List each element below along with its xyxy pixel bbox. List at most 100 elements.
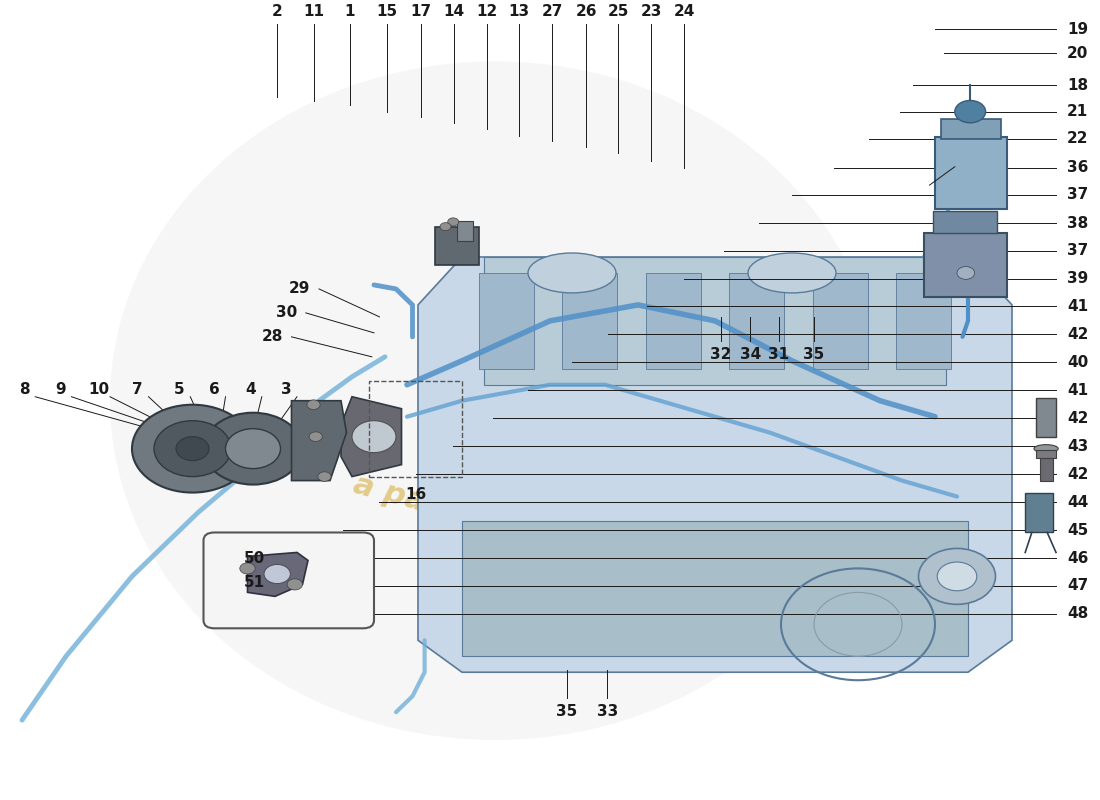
- Text: 12: 12: [476, 4, 498, 19]
- Polygon shape: [462, 521, 968, 656]
- Ellipse shape: [528, 253, 616, 293]
- Bar: [729, 273, 784, 369]
- Text: a passion for: a passion for: [351, 470, 573, 555]
- Ellipse shape: [748, 253, 836, 293]
- Bar: [1036, 450, 1056, 458]
- Text: 49: 49: [957, 159, 978, 174]
- Circle shape: [264, 565, 290, 583]
- Bar: [646, 273, 701, 369]
- Text: 16: 16: [405, 487, 427, 502]
- Bar: [478, 273, 534, 369]
- Polygon shape: [341, 397, 402, 477]
- Text: 37: 37: [1067, 187, 1088, 202]
- Text: 26: 26: [575, 4, 597, 19]
- Text: 50: 50: [244, 551, 265, 566]
- Circle shape: [154, 421, 231, 477]
- Bar: [935, 138, 1006, 209]
- Text: 44: 44: [1067, 494, 1088, 510]
- Text: 23: 23: [640, 4, 662, 19]
- Text: 36: 36: [1067, 160, 1088, 175]
- Circle shape: [226, 429, 280, 469]
- Bar: [813, 273, 868, 369]
- Circle shape: [352, 421, 396, 453]
- Text: 10: 10: [88, 382, 110, 397]
- Text: 35: 35: [556, 704, 578, 719]
- Text: 37: 37: [1067, 243, 1088, 258]
- Text: 42: 42: [1067, 327, 1088, 342]
- Text: 17: 17: [410, 4, 432, 19]
- Text: 29: 29: [289, 282, 310, 297]
- Text: 21: 21: [1067, 104, 1088, 119]
- Circle shape: [309, 432, 322, 442]
- Text: 20: 20: [1067, 46, 1088, 61]
- Text: 18: 18: [1067, 78, 1088, 93]
- Text: 43: 43: [1067, 438, 1088, 454]
- Text: 5: 5: [174, 382, 185, 397]
- Ellipse shape: [1034, 445, 1058, 453]
- Text: 32: 32: [710, 347, 732, 362]
- Text: 35: 35: [803, 347, 825, 362]
- Text: 6: 6: [209, 382, 220, 397]
- Text: 33: 33: [596, 704, 618, 719]
- Text: 39: 39: [1067, 271, 1088, 286]
- Text: 40: 40: [1067, 355, 1088, 370]
- Text: 14: 14: [443, 4, 465, 19]
- Circle shape: [440, 222, 451, 230]
- Circle shape: [307, 400, 320, 410]
- Bar: [940, 119, 1001, 138]
- Circle shape: [937, 562, 977, 590]
- Bar: [1025, 493, 1053, 533]
- Text: 15: 15: [376, 4, 398, 19]
- Text: 25: 25: [607, 4, 629, 19]
- Circle shape: [176, 437, 209, 461]
- Circle shape: [287, 579, 303, 590]
- Text: 46: 46: [1067, 550, 1088, 566]
- Text: 41: 41: [1067, 383, 1088, 398]
- Bar: [434, 226, 478, 265]
- Text: 7: 7: [132, 382, 143, 397]
- Text: 51: 51: [244, 575, 265, 590]
- Polygon shape: [418, 257, 1012, 672]
- Circle shape: [918, 549, 996, 604]
- Ellipse shape: [110, 62, 880, 740]
- Bar: [562, 273, 617, 369]
- Bar: [456, 221, 473, 241]
- Text: 8: 8: [19, 382, 30, 397]
- Text: 48: 48: [1067, 606, 1088, 622]
- Circle shape: [204, 413, 302, 485]
- Text: 24: 24: [673, 4, 695, 19]
- Text: 9: 9: [55, 382, 66, 397]
- Bar: [933, 210, 997, 233]
- Bar: [368, 381, 462, 477]
- Circle shape: [957, 266, 975, 279]
- Text: 13: 13: [508, 4, 530, 19]
- Polygon shape: [292, 401, 346, 481]
- Bar: [1036, 398, 1056, 437]
- Text: 38: 38: [1067, 216, 1088, 231]
- Polygon shape: [484, 257, 946, 385]
- Text: 42: 42: [1067, 466, 1088, 482]
- Text: 2: 2: [272, 4, 283, 19]
- Text: 34: 34: [739, 347, 761, 362]
- Text: 1: 1: [344, 4, 355, 19]
- Bar: [924, 233, 1007, 297]
- Circle shape: [132, 405, 253, 493]
- Circle shape: [955, 101, 986, 123]
- Text: 31: 31: [768, 347, 790, 362]
- Text: 28: 28: [262, 330, 283, 344]
- FancyBboxPatch shape: [204, 533, 374, 628]
- Text: 47: 47: [1067, 578, 1088, 594]
- Circle shape: [448, 218, 459, 226]
- Text: 3: 3: [280, 382, 292, 397]
- Bar: [1040, 455, 1053, 481]
- Polygon shape: [248, 553, 308, 596]
- Circle shape: [240, 563, 255, 574]
- Text: 22: 22: [1067, 131, 1089, 146]
- Text: 27: 27: [541, 4, 563, 19]
- Text: 11: 11: [302, 4, 324, 19]
- Text: 45: 45: [1067, 522, 1088, 538]
- Text: 4: 4: [245, 382, 256, 397]
- Bar: [896, 273, 951, 369]
- Text: 42: 42: [1067, 410, 1088, 426]
- Text: 19: 19: [1067, 22, 1088, 37]
